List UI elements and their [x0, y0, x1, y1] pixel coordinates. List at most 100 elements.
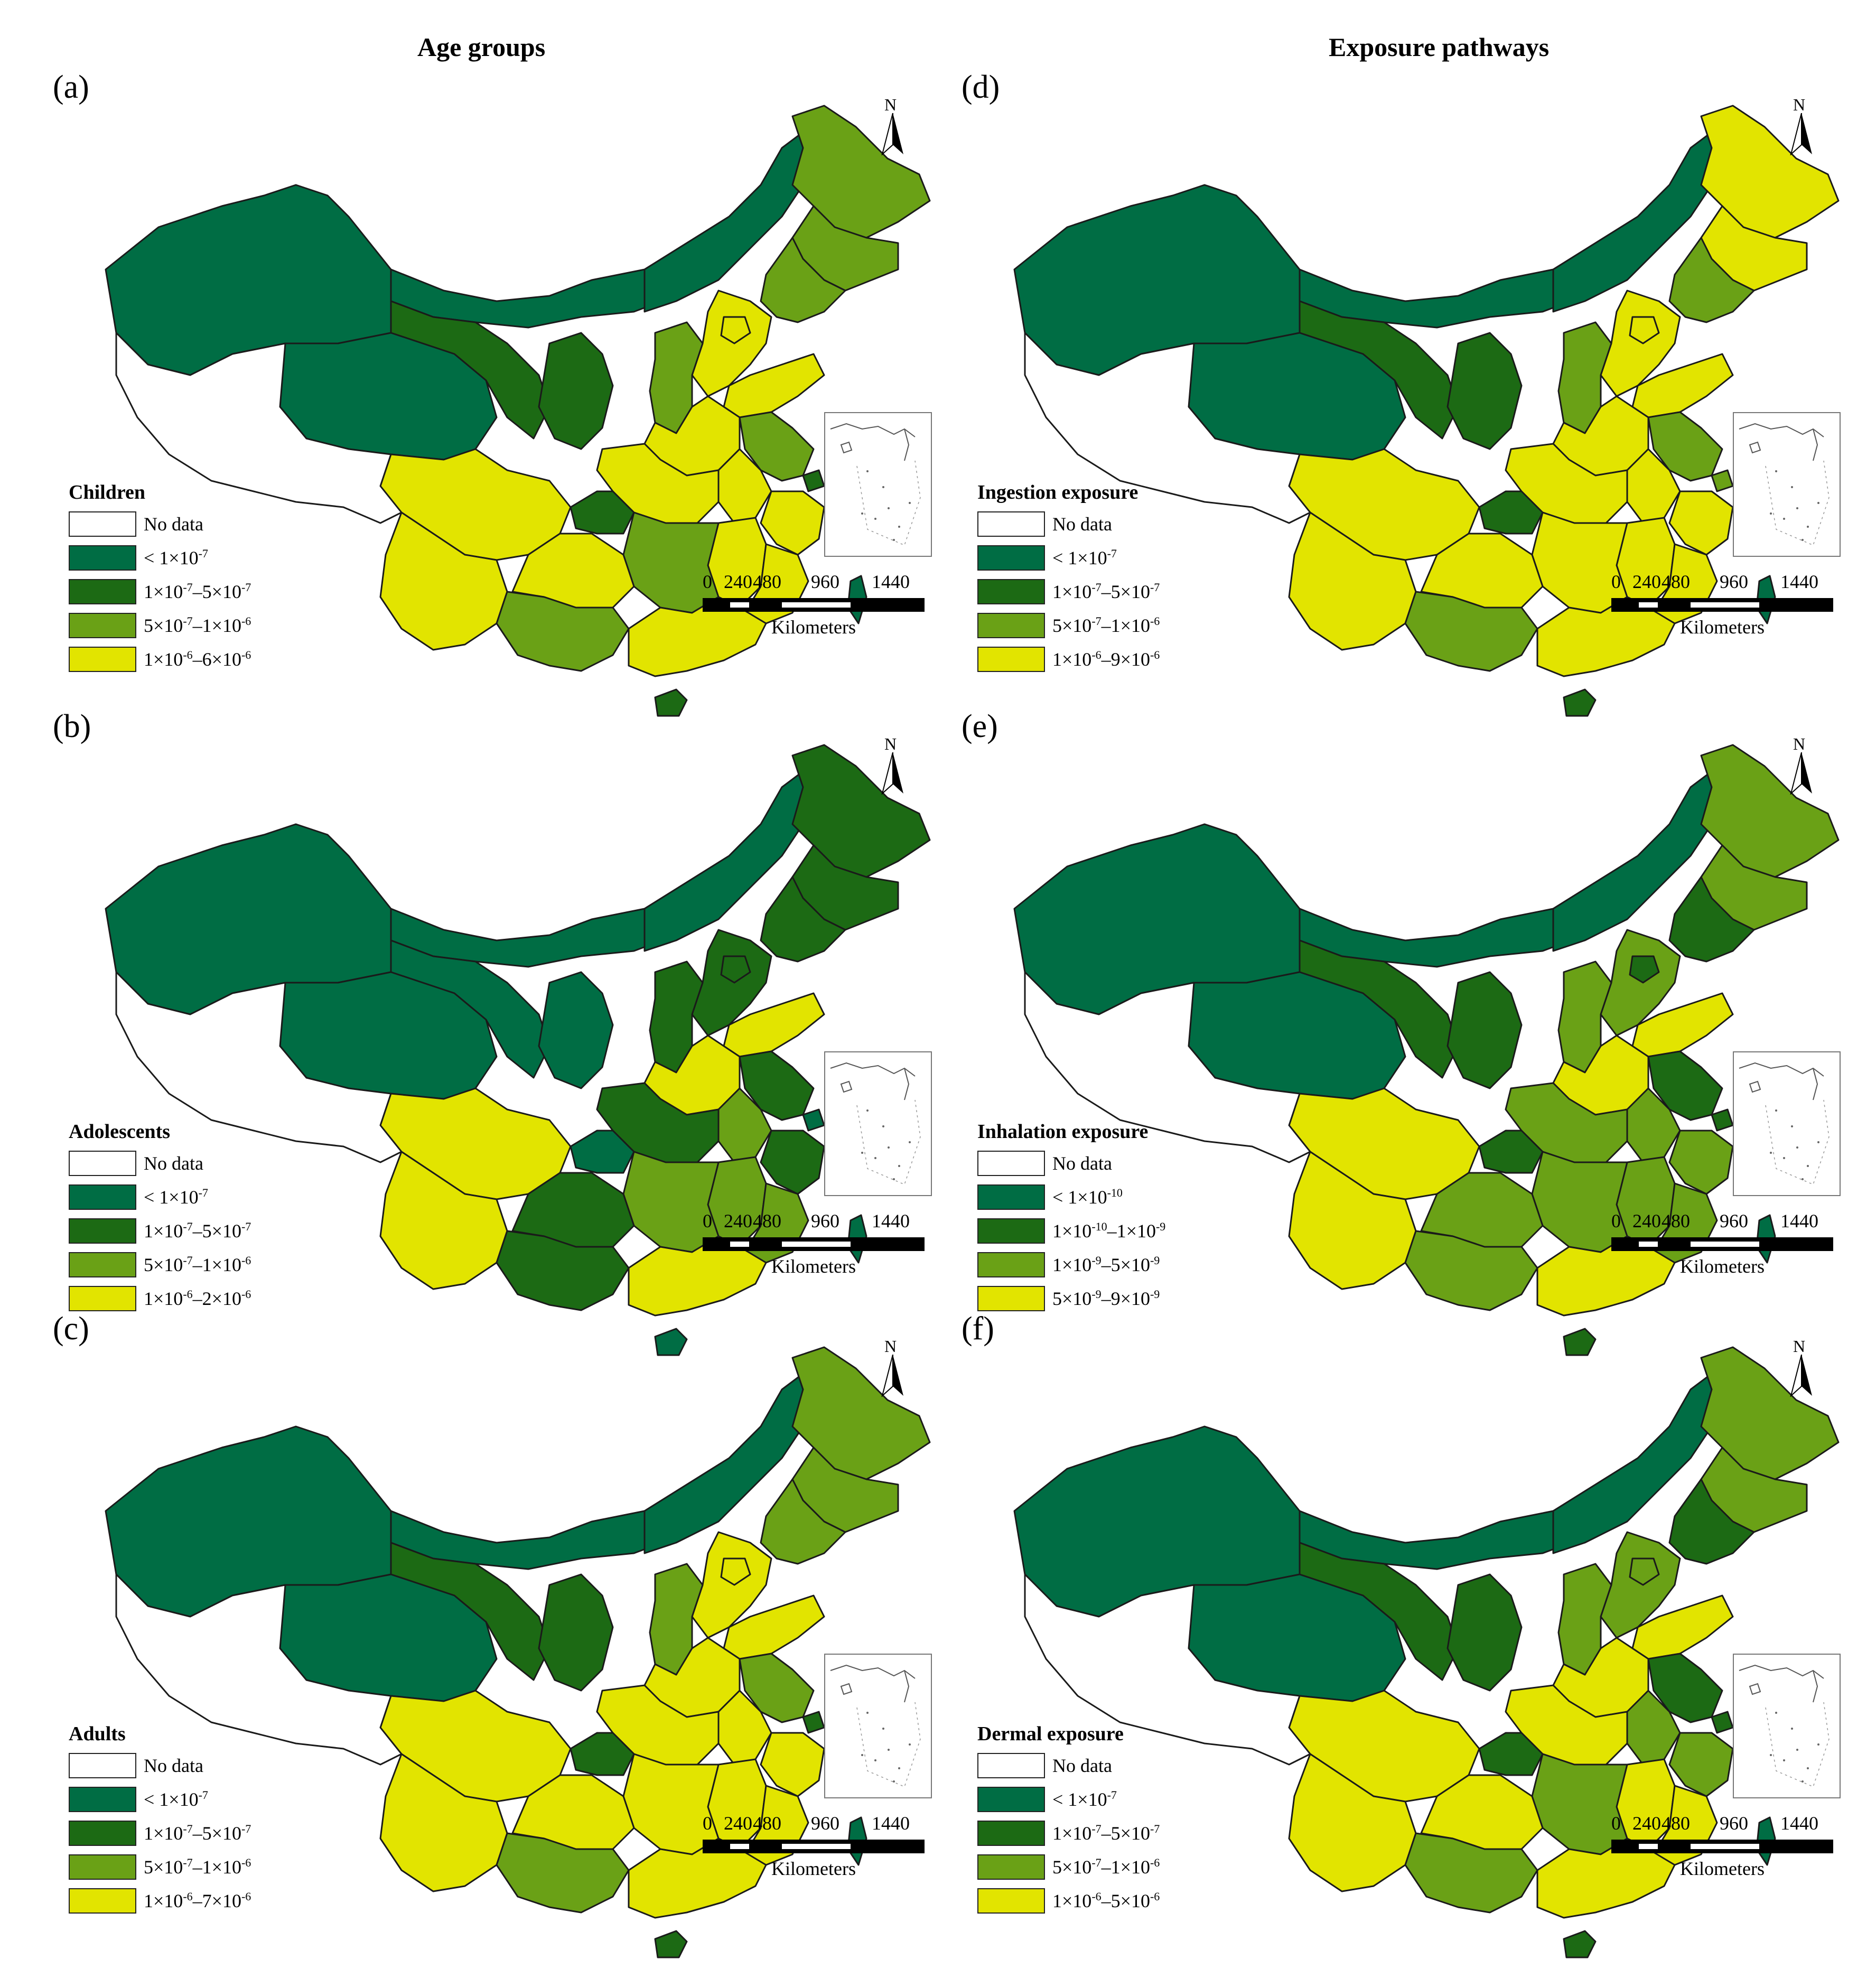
region-anhui [717, 448, 772, 524]
north-label: N [884, 734, 897, 753]
scale-tick-label: 240 [1632, 1210, 1661, 1231]
region-anhui [1626, 1087, 1681, 1163]
choropleth-map [105, 744, 931, 1356]
legend-label: 1×10-7–5×10-7 [1052, 1822, 1160, 1844]
legend-item: No data [69, 507, 251, 541]
south-china-sea-inset [1733, 1051, 1841, 1196]
legend-item: 5×10-7–1×10-6 [69, 1248, 251, 1282]
map-legend: Ingestion exposure No data < 1×10-7 1×10-7–… [977, 481, 1160, 676]
legend-swatch [977, 1218, 1045, 1244]
region-yunnan [379, 511, 508, 651]
scale-bar-graphic [703, 1840, 925, 1853]
legend-item: 1×10-6–5×10-6 [977, 1884, 1160, 1918]
legend-swatch [977, 613, 1045, 638]
map-legend: Children No data < 1×10-7 1×10-7–5×10-7 5×10… [69, 481, 251, 676]
legend-swatch [69, 511, 136, 537]
legend-item: 1×10-6–7×10-6 [69, 1884, 251, 1918]
region-beijing [720, 316, 751, 344]
legend-label: 1×10-10–1×10-9 [1052, 1220, 1166, 1242]
scale-tick-label: 480 [1662, 1813, 1690, 1834]
legend-item: 1×10-7–5×10-7 [69, 575, 251, 609]
legend-swatch [69, 1184, 136, 1210]
legend-item: 1×10-7–5×10-7 [977, 1816, 1160, 1850]
scale-tick-label: 960 [811, 1210, 839, 1231]
region-tibet [1024, 332, 1311, 524]
region-hainan [1563, 1328, 1597, 1356]
panel-label: (a) [53, 69, 89, 105]
region-shaanxi-north [538, 1573, 614, 1692]
legend-label: No data [144, 1755, 203, 1776]
region-liaoning [1668, 876, 1755, 963]
scale-tick-label: 0 [1611, 1813, 1621, 1834]
region-liaoning [1668, 237, 1755, 323]
region-heilongjiang [791, 105, 931, 239]
region-chongqing [1478, 1130, 1544, 1174]
north-label: N [1793, 1337, 1806, 1356]
region-zhejiang [760, 1732, 825, 1797]
legend-label: 5×10-7–1×10-6 [144, 1254, 251, 1275]
region-liaoning [1668, 1478, 1755, 1565]
column-title-exposure-pathways: Exposure pathways [1329, 32, 1550, 62]
legend-item: < 1×10-7 [69, 1180, 251, 1214]
region-tibet [1024, 971, 1311, 1163]
panel-label: (d) [962, 69, 1000, 105]
region-hainan [1563, 1930, 1597, 1958]
legend-label: < 1×10-7 [1052, 1788, 1117, 1810]
scale-segment [730, 1242, 749, 1247]
scale-unit: Kilometers [1680, 1256, 1765, 1277]
legend-title: Adolescents [69, 1121, 171, 1143]
legend-label: < 1×10-7 [144, 1186, 208, 1208]
scale-tick-label: 240 [724, 1813, 752, 1834]
region-shaanxi-north [538, 332, 614, 450]
south-china-sea-inset [824, 1051, 932, 1196]
inset-islands-icon [830, 423, 921, 546]
scale-tick-label: 1440 [872, 1210, 910, 1231]
scale-tick-label: 0 [703, 1210, 712, 1231]
scale-bar-graphic [1611, 598, 1833, 612]
scale-segment [730, 602, 749, 608]
legend-label: 1×10-7–5×10-7 [1052, 581, 1160, 602]
scale-tick-labels: 0 240 480 960 1440 [703, 1812, 925, 1834]
legend-title: Dermal exposure [977, 1723, 1124, 1745]
legend-label: 1×10-6–5×10-6 [1052, 1890, 1160, 1911]
region-guangdong [628, 1837, 767, 1919]
legend-swatch [977, 1821, 1045, 1846]
region-shanghai-zj-north [1711, 1108, 1734, 1132]
scale-segment [1691, 602, 1759, 608]
region-hubei [1505, 1684, 1628, 1766]
legend-swatch [977, 1753, 1045, 1778]
legend-swatch [977, 511, 1045, 537]
region-chongqing [1478, 1732, 1544, 1776]
scale-segment [730, 1844, 749, 1849]
legend-item: 1×10-6–9×10-6 [977, 642, 1160, 676]
region-guangdong [628, 1235, 767, 1317]
legend-swatch [977, 1888, 1045, 1914]
scale-segment [1691, 1844, 1759, 1849]
scale-bar: 0 240 480 960 1440 Kilometers [703, 1210, 925, 1284]
map-panel: (d) Ingestion exposure No data < 1×10-7 1×10… [962, 69, 1876, 717]
scale-segment [1691, 1242, 1759, 1247]
scale-segment [782, 602, 851, 608]
legend-swatch [977, 1286, 1045, 1311]
legend-label: 5×10-9–9×10-9 [1052, 1287, 1160, 1309]
legend-label: 5×10-7–1×10-6 [144, 614, 251, 636]
region-guangdong [628, 596, 767, 677]
legend-item: 1×10-9–5×10-9 [977, 1248, 1165, 1282]
north-label: N [884, 1337, 897, 1356]
scale-tick-label: 0 [703, 571, 712, 592]
region-heilongjiang [791, 1346, 931, 1480]
legend-swatch [69, 1854, 136, 1880]
scale-tick-label: 240 [1632, 1813, 1661, 1834]
choropleth-map [1013, 1346, 1840, 1958]
region-guangdong [1536, 1837, 1676, 1919]
legend-swatch [977, 1151, 1045, 1176]
scale-tick-labels: 0 240 480 960 1440 [703, 1210, 925, 1231]
south-china-sea-inset [1733, 412, 1841, 557]
legend-swatch [69, 1286, 136, 1311]
region-hubei [1505, 1082, 1628, 1163]
south-china-sea-inset [824, 1654, 932, 1798]
map-legend: Dermal exposure No data < 1×10-7 1×10-7–5×1… [977, 1722, 1160, 1918]
south-china-sea-inset [824, 412, 932, 557]
region-beijing [720, 955, 751, 984]
scale-segment [1639, 1242, 1658, 1247]
